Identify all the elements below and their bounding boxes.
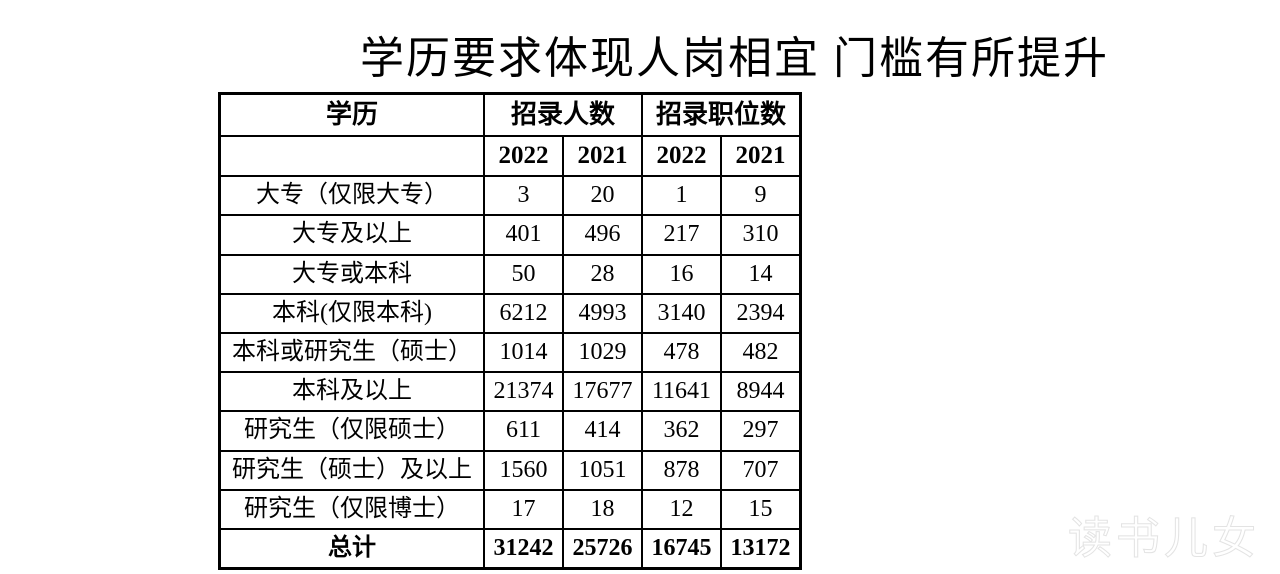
cell: 18 bbox=[563, 490, 642, 529]
cell: 297 bbox=[721, 411, 801, 450]
cell: 217 bbox=[642, 215, 721, 254]
row-label: 本科或研究生（硕士） bbox=[220, 333, 485, 372]
row-label: 本科(仅限本科) bbox=[220, 294, 485, 333]
cell: 12 bbox=[642, 490, 721, 529]
cell: 2394 bbox=[721, 294, 801, 333]
cell: 15 bbox=[721, 490, 801, 529]
table-row: 大专或本科 50 28 16 14 bbox=[220, 255, 801, 294]
row-label: 本科及以上 bbox=[220, 372, 485, 411]
cell: 17677 bbox=[563, 372, 642, 411]
cell: 14 bbox=[721, 255, 801, 294]
page-title: 学历要求体现人岗相宜 门槛有所提升 bbox=[360, 22, 1109, 86]
cell: 1051 bbox=[563, 451, 642, 490]
total-cell: 31242 bbox=[484, 529, 563, 569]
table-row: 研究生（仅限博士） 17 18 12 15 bbox=[220, 490, 801, 529]
table-row: 大专及以上 401 496 217 310 bbox=[220, 215, 801, 254]
cell: 310 bbox=[721, 215, 801, 254]
cell: 478 bbox=[642, 333, 721, 372]
cell: 21374 bbox=[484, 372, 563, 411]
year-header: 2021 bbox=[563, 136, 642, 177]
education-table: 学历 招录人数 招录职位数 2022 2021 2022 2021 大专（仅限大… bbox=[218, 92, 802, 570]
table-row: 大专（仅限大专） 3 20 1 9 bbox=[220, 176, 801, 215]
row-label: 研究生（仅限硕士） bbox=[220, 411, 485, 450]
cell: 1014 bbox=[484, 333, 563, 372]
cell: 707 bbox=[721, 451, 801, 490]
cell: 1560 bbox=[484, 451, 563, 490]
cell: 17 bbox=[484, 490, 563, 529]
header-positions: 招录职位数 bbox=[642, 94, 801, 136]
total-label: 总计 bbox=[220, 529, 485, 569]
cell: 611 bbox=[484, 411, 563, 450]
row-label: 大专或本科 bbox=[220, 255, 485, 294]
header-people: 招录人数 bbox=[484, 94, 642, 136]
header-empty bbox=[220, 136, 485, 177]
header-education: 学历 bbox=[220, 94, 485, 136]
cell: 11641 bbox=[642, 372, 721, 411]
cell: 496 bbox=[563, 215, 642, 254]
table-row: 本科及以上 21374 17677 11641 8944 bbox=[220, 372, 801, 411]
cell: 878 bbox=[642, 451, 721, 490]
cell: 9 bbox=[721, 176, 801, 215]
row-label: 大专及以上 bbox=[220, 215, 485, 254]
cell: 1029 bbox=[563, 333, 642, 372]
row-label: 大专（仅限大专） bbox=[220, 176, 485, 215]
year-header: 2022 bbox=[484, 136, 563, 177]
cell: 20 bbox=[563, 176, 642, 215]
cell: 4993 bbox=[563, 294, 642, 333]
cell: 3140 bbox=[642, 294, 721, 333]
cell: 3 bbox=[484, 176, 563, 215]
total-cell: 25726 bbox=[563, 529, 642, 569]
cell: 414 bbox=[563, 411, 642, 450]
table-row: 本科(仅限本科) 6212 4993 3140 2394 bbox=[220, 294, 801, 333]
cell: 362 bbox=[642, 411, 721, 450]
table-row: 研究生（仅限硕士） 611 414 362 297 bbox=[220, 411, 801, 450]
cell: 50 bbox=[484, 255, 563, 294]
cell: 28 bbox=[563, 255, 642, 294]
total-cell: 13172 bbox=[721, 529, 801, 569]
total-cell: 16745 bbox=[642, 529, 721, 569]
cell: 1 bbox=[642, 176, 721, 215]
year-header: 2022 bbox=[642, 136, 721, 177]
row-label: 研究生（硕士）及以上 bbox=[220, 451, 485, 490]
cell: 6212 bbox=[484, 294, 563, 333]
table-total-row: 总计 31242 25726 16745 13172 bbox=[220, 529, 801, 569]
cell: 482 bbox=[721, 333, 801, 372]
watermark-text: 读书儿女 bbox=[1068, 502, 1260, 566]
cell: 16 bbox=[642, 255, 721, 294]
table-row: 本科或研究生（硕士） 1014 1029 478 482 bbox=[220, 333, 801, 372]
cell: 8944 bbox=[721, 372, 801, 411]
education-table-container: 学历 招录人数 招录职位数 2022 2021 2022 2021 大专（仅限大… bbox=[218, 92, 802, 570]
table-row: 研究生（硕士）及以上 1560 1051 878 707 bbox=[220, 451, 801, 490]
row-label: 研究生（仅限博士） bbox=[220, 490, 485, 529]
cell: 401 bbox=[484, 215, 563, 254]
year-header: 2021 bbox=[721, 136, 801, 177]
